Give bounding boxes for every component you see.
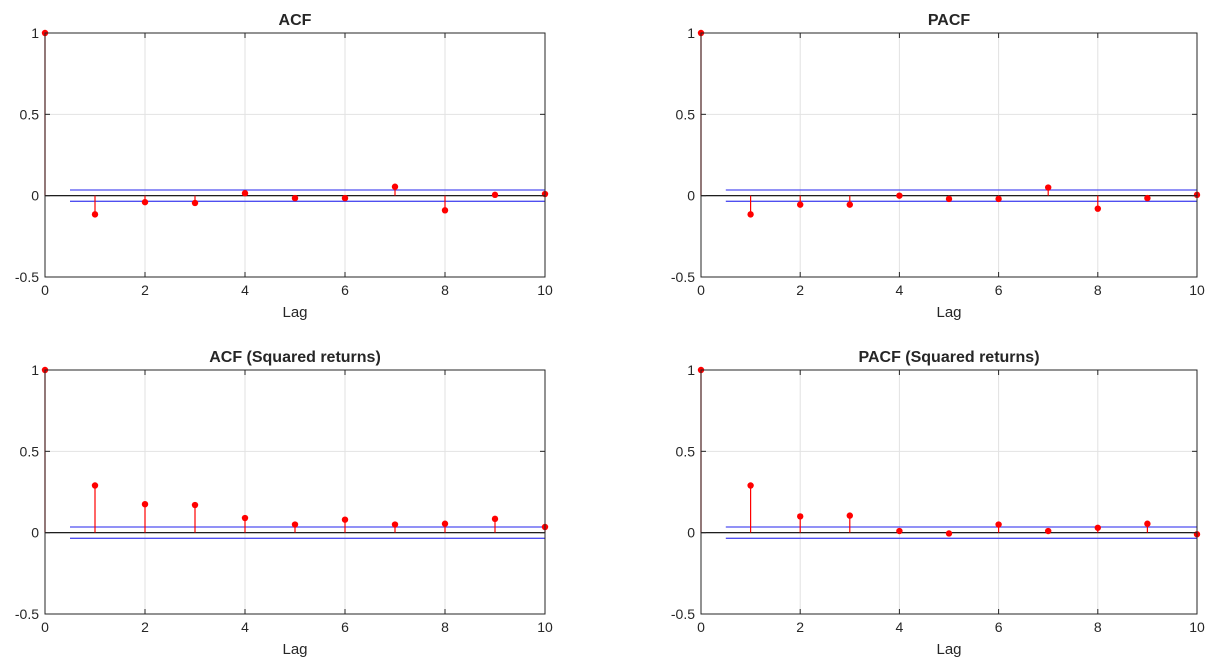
x-tick-label: 6	[341, 282, 349, 298]
axes-box	[700, 369, 1198, 615]
x-tick-label: 10	[1189, 619, 1205, 635]
stem-marker	[1094, 205, 1102, 212]
chart-title: ACF	[279, 12, 312, 29]
y-tick-label: 1	[687, 362, 695, 378]
stem-marker	[241, 514, 249, 522]
chart-title: PACF	[928, 12, 971, 29]
x-tick-label: 6	[995, 282, 1003, 298]
x-tick-label: 2	[141, 619, 149, 635]
stem-marker	[91, 482, 99, 489]
stem-marker	[995, 195, 1002, 203]
x-tick-label: 0	[41, 282, 49, 298]
x-tick-label: 6	[995, 619, 1003, 635]
x-tick-label: 2	[796, 282, 804, 298]
x-tick-label: 0	[41, 619, 49, 635]
y-tick-label: -0.5	[671, 606, 695, 622]
axes-box	[44, 369, 546, 615]
y-tick-label: 1	[31, 362, 39, 378]
x-tick-label: 0	[697, 282, 705, 298]
x-axis-label: Lag	[936, 304, 961, 321]
y-tick-label: 1	[687, 25, 695, 41]
x-tick-label: 0	[697, 619, 705, 635]
x-tick-label: 10	[1189, 282, 1205, 298]
stem-marker	[441, 520, 449, 527]
stem-marker	[1094, 524, 1102, 531]
stem-marker	[896, 192, 903, 199]
x-tick-label: 4	[241, 619, 249, 635]
stem-marker	[491, 191, 499, 199]
stem-marker	[1144, 194, 1151, 202]
y-tick-label: 0	[31, 188, 39, 204]
x-tick-label: 4	[241, 282, 249, 298]
stem-marker	[896, 527, 903, 535]
stem-marker	[241, 190, 249, 197]
y-tick-label: 0.5	[20, 106, 40, 122]
x-axis-label: Lag	[282, 641, 307, 658]
stem-marker	[945, 195, 953, 203]
stem-marker	[1144, 520, 1151, 527]
y-tick-label: -0.5	[15, 606, 39, 622]
x-tick-label: 10	[537, 282, 553, 298]
x-tick-label: 4	[896, 282, 904, 298]
stem-marker	[291, 521, 299, 528]
y-tick-label: 0	[687, 188, 695, 204]
y-tick-label: 0.5	[20, 443, 40, 459]
plot-area	[45, 33, 545, 277]
y-tick-label: 1	[31, 25, 39, 41]
stem-marker	[391, 183, 399, 190]
x-tick-label: 4	[896, 619, 904, 635]
y-tick-label: 0.5	[676, 106, 696, 122]
stem-marker	[945, 530, 953, 537]
axes-box	[700, 32, 1198, 278]
stem-marker	[491, 515, 499, 523]
x-tick-label: 2	[141, 282, 149, 298]
chart-title: PACF (Squared returns)	[858, 349, 1039, 366]
chart-title: ACF (Squared returns)	[209, 349, 381, 366]
plot-area	[45, 370, 545, 614]
x-tick-label: 8	[1094, 619, 1102, 635]
x-tick-label: 8	[441, 619, 449, 635]
stem-marker	[291, 194, 299, 202]
plot-area	[701, 370, 1197, 614]
stem-marker	[747, 482, 754, 489]
stem-marker	[995, 521, 1002, 528]
y-tick-label: 0	[687, 525, 695, 541]
stem-marker	[441, 207, 449, 214]
y-tick-label: 0	[31, 525, 39, 541]
stem-marker	[341, 516, 349, 523]
stem-marker	[797, 201, 804, 208]
y-tick-label: -0.5	[671, 269, 695, 285]
stem-marker	[797, 513, 804, 520]
stem-marker	[747, 211, 754, 218]
x-tick-label: 6	[341, 619, 349, 635]
stem-marker	[191, 501, 199, 509]
stem-marker	[341, 194, 349, 202]
x-tick-label: 2	[796, 619, 804, 635]
stem-marker	[846, 512, 853, 519]
x-tick-label: 8	[441, 282, 449, 298]
plot-area	[701, 33, 1197, 277]
stem-marker	[141, 198, 149, 206]
stem-marker	[191, 199, 199, 207]
y-tick-label: -0.5	[15, 269, 39, 285]
x-tick-label: 10	[537, 619, 553, 635]
x-tick-label: 8	[1094, 282, 1102, 298]
stem-marker	[391, 521, 399, 528]
y-tick-label: 0.5	[676, 443, 696, 459]
stem-marker	[91, 211, 99, 218]
x-axis-label: Lag	[936, 641, 961, 658]
stem-marker	[1045, 527, 1052, 535]
axes-box	[44, 32, 546, 278]
stem-marker	[846, 201, 853, 208]
stem-marker	[141, 501, 149, 508]
x-axis-label: Lag	[282, 304, 307, 321]
stem-marker	[1045, 184, 1052, 191]
